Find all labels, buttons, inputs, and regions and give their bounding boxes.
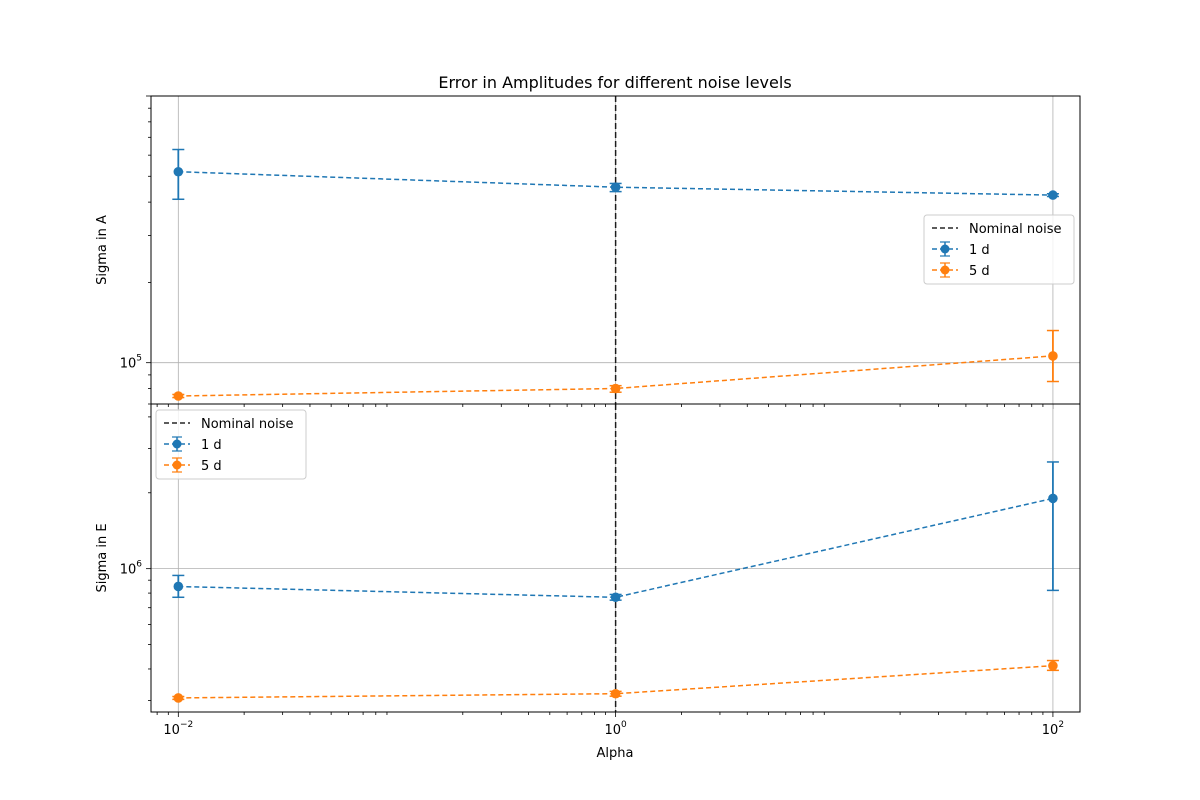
x-axis-label: Alpha — [597, 746, 634, 761]
axes-frame — [150, 403, 1081, 713]
x-tick-label: 102 — [1042, 720, 1064, 738]
data-point — [1048, 190, 1058, 200]
data-point — [1048, 351, 1058, 361]
legend-label-series: 5 d — [201, 459, 222, 474]
series-line — [178, 664, 1053, 699]
x-tick-label: 100 — [604, 720, 627, 738]
x-tick-label: 10−2 — [163, 720, 193, 738]
data-point — [173, 391, 184, 401]
legend: Nominal noise 1 d 5 d — [923, 214, 1075, 285]
data-point — [610, 383, 621, 394]
y-axis-label: Sigma in E — [95, 523, 110, 592]
legend-label-nominal: Nominal noise — [201, 417, 293, 432]
data-point — [173, 166, 184, 177]
panel-amplitude-a: 105 Sigma in A Nominal noise 1 d 5 d — [95, 95, 1081, 409]
data-point — [1048, 660, 1058, 671]
data-point — [173, 693, 184, 703]
y-tick-label: 106 — [120, 560, 143, 578]
data-point — [1048, 493, 1058, 504]
series-line — [178, 497, 1054, 599]
panel-amplitude-e: 10−2 100 102 106 Sigma in E Nominal noise 1 d 5… — [95, 403, 1081, 738]
data-point — [610, 182, 621, 193]
legend: Nominal noise 1 d 5 d — [155, 409, 307, 480]
legend-box — [155, 409, 307, 480]
legend-swatch-marker — [172, 460, 182, 470]
y-axis-label: Sigma in A — [95, 215, 110, 285]
data-point — [173, 581, 184, 592]
legend-label-series: 1 d — [201, 438, 222, 453]
figure-title: Error in Amplitudes for different noise … — [438, 73, 791, 92]
data-point — [610, 592, 621, 603]
y-tick-label: 105 — [120, 354, 142, 372]
legend-box — [923, 214, 1075, 285]
series-line — [178, 170, 1053, 196]
legend-label-series: 5 d — [969, 264, 990, 279]
series-line — [178, 355, 1053, 397]
legend-label-nominal: Nominal noise — [969, 222, 1061, 237]
legend-swatch-marker — [940, 265, 950, 275]
legend-swatch-marker — [940, 244, 950, 254]
legend-swatch-marker — [172, 439, 182, 449]
legend-label-series: 1 d — [969, 243, 990, 258]
data-point — [610, 688, 621, 699]
